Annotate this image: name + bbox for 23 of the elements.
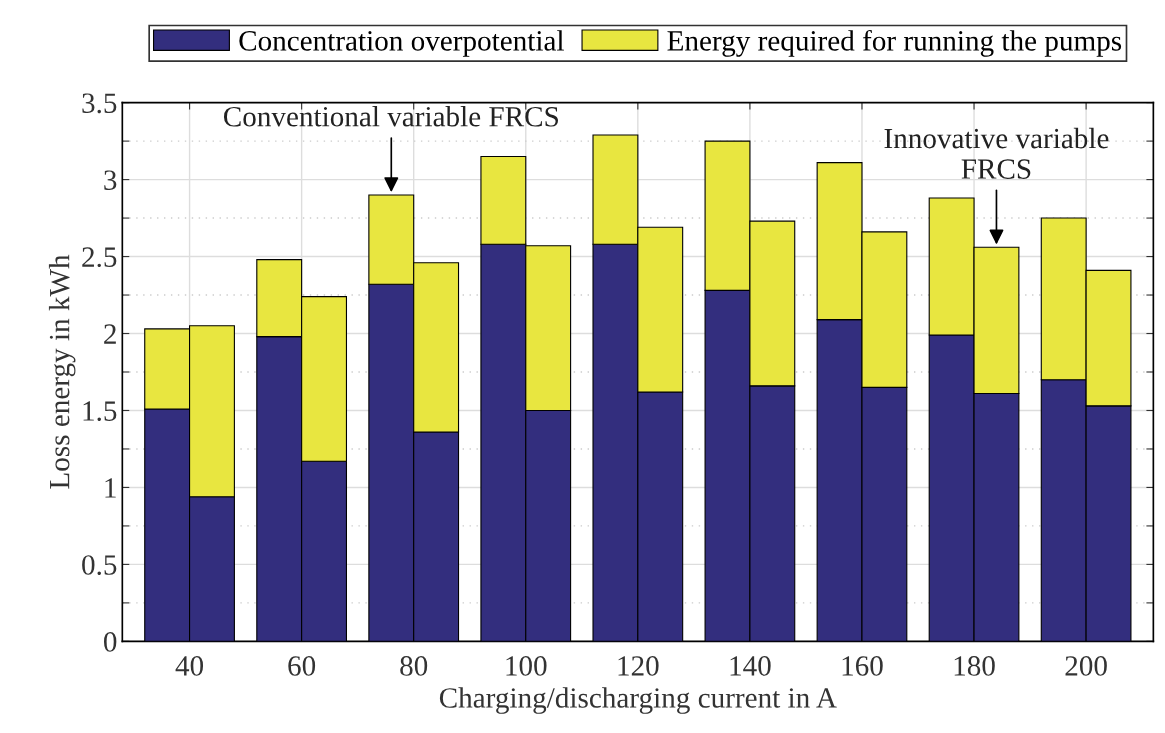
x-tick-label: 100 xyxy=(506,656,547,676)
x-tick-label: 140 xyxy=(730,656,771,676)
y-tick-label: 0 xyxy=(103,632,117,652)
legend-label: Energy required for running the pumps xyxy=(667,29,1122,57)
y-tick-label: 2 xyxy=(104,324,116,344)
x-tick-label: 160 xyxy=(842,656,883,676)
y-axis-title: Loss energy in kWh xyxy=(48,254,76,489)
x-tick-label: 60 xyxy=(288,656,316,676)
x-tick-label: 120 xyxy=(618,656,659,676)
x-tick-label: 40 xyxy=(175,656,204,676)
x-tick-label: 180 xyxy=(954,656,995,676)
y-tick-label: 0.5 xyxy=(82,555,117,575)
x-tick-label: 80 xyxy=(400,656,428,676)
legend-label: Concentration overpotential xyxy=(239,30,564,57)
y-tick-label: 1.5 xyxy=(83,401,117,422)
annotation: Conventional variable FRCS xyxy=(223,106,558,127)
x-axis-title: Charging/discharging current in A xyxy=(439,687,837,714)
y-tick-label: 3 xyxy=(104,170,117,190)
y-tick-label: 2.5 xyxy=(82,247,117,268)
x-tick-label: 200 xyxy=(1065,656,1107,676)
y-tick-label: 3.5 xyxy=(82,93,117,114)
y-tick-label: 1 xyxy=(105,478,116,498)
annotation: Innovative variable FRCS xyxy=(884,127,1109,179)
